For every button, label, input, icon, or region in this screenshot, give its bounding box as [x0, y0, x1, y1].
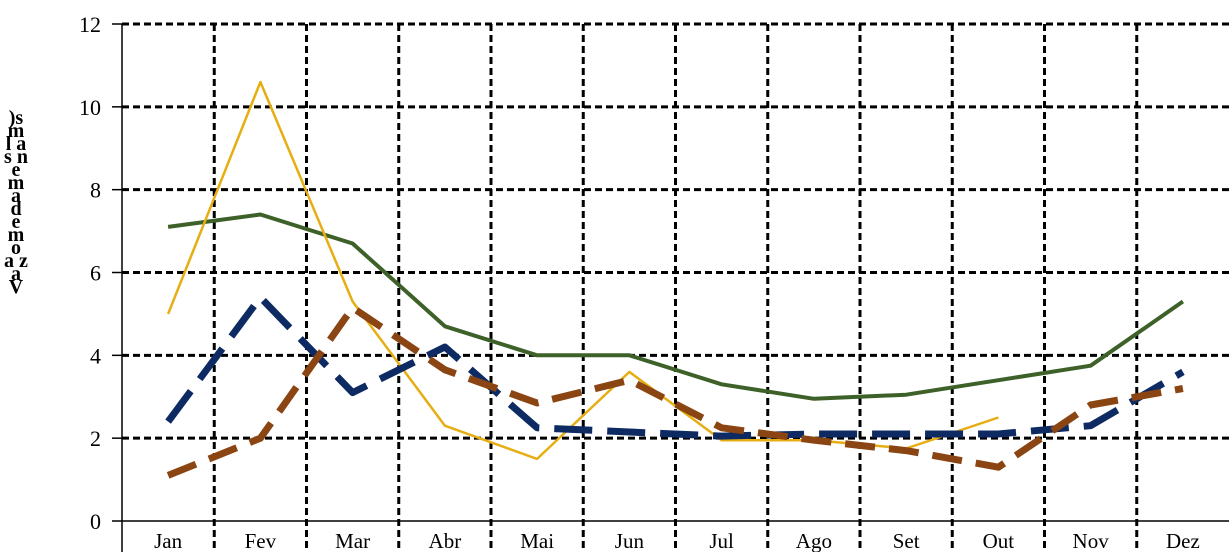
x-category-label: Out — [983, 529, 1015, 552]
x-category-label: Mai — [520, 529, 554, 552]
plot-frame — [121, 22, 1229, 552]
series-line — [165, 293, 1185, 440]
y-axis-ticks: 0 2 4 6 8 10 12 — [79, 12, 122, 534]
y-tick-label: 10 — [79, 95, 101, 120]
y-tick-label: 2 — [90, 426, 101, 451]
series-line — [166, 304, 1184, 479]
x-category-label: Nov — [1073, 529, 1110, 552]
x-category-label: Dez — [1166, 529, 1200, 552]
series-4 — [166, 304, 1184, 479]
series-line — [167, 212, 1185, 401]
x-axis-categories: Jan Fev Mar Abr Mai Jun Jul Ago Set Out Nov Dez — [154, 529, 1200, 552]
x-category-label: Set — [893, 529, 920, 552]
y-tick-label: 4 — [90, 343, 101, 368]
y-tick-label: 8 — [90, 178, 101, 203]
series-3 — [165, 293, 1185, 440]
y-tick-label: 12 — [79, 12, 101, 37]
x-category-label: Ago — [796, 529, 832, 552]
x-category-label: Fev — [245, 529, 277, 552]
y-tick-label: 6 — [90, 261, 101, 286]
x-category-label: Abr — [429, 529, 462, 552]
grid — [122, 22, 1229, 552]
series-1 — [167, 212, 1185, 401]
x-category-label: Mar — [335, 529, 370, 552]
x-category-label: Jun — [615, 529, 645, 552]
y-tick-label: 0 — [90, 509, 101, 534]
x-category-label: Jan — [154, 529, 182, 552]
x-category-label: Jul — [709, 529, 734, 552]
y-axis-label: )s m l a s n e m a d e m o a z a V — [4, 107, 28, 298]
series-lines — [165, 80, 1185, 479]
